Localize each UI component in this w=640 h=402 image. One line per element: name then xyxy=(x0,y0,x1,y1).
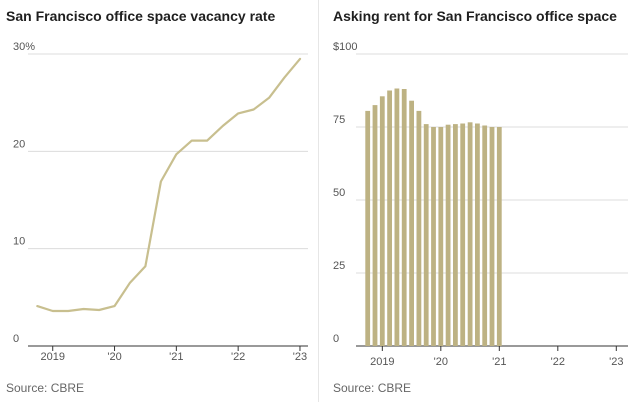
rent-x-tick-label: '21 xyxy=(492,356,506,368)
rent-y-tick-label: 25 xyxy=(333,260,345,272)
vacancy-y-tick-label: 20 xyxy=(13,138,25,150)
vacancy-x-tick-label: '22 xyxy=(231,351,245,363)
rent-y-tick-label: 0 xyxy=(333,333,339,345)
rent-bar xyxy=(475,123,480,346)
rent-bar xyxy=(489,127,495,346)
vacancy-chart-title: San Francisco office space vacancy rate xyxy=(6,8,275,24)
rent-bar xyxy=(431,127,436,346)
rent-x-tick-label: '20 xyxy=(434,356,448,368)
rent-bar xyxy=(467,122,473,346)
rent-chart-source: Source: CBRE xyxy=(333,381,411,395)
vacancy-y-tick-label: 10 xyxy=(13,236,25,248)
vacancy-chart-source: Source: CBRE xyxy=(6,381,84,395)
rent-bar xyxy=(409,100,414,346)
rent-chart-title: Asking rent for San Francisco office spa… xyxy=(333,8,617,24)
rent-bar xyxy=(387,90,392,346)
rent-bar xyxy=(394,88,400,346)
rent-bar xyxy=(379,96,385,346)
rent-bar xyxy=(453,124,458,346)
rent-bar xyxy=(365,110,371,347)
rent-x-tick-label: '22 xyxy=(551,356,565,368)
vacancy-x-tick-label: '23 xyxy=(293,351,307,363)
vacancy-y-tick-label: 30% xyxy=(13,41,35,53)
rent-bar xyxy=(460,123,466,346)
rent-bar xyxy=(482,125,488,346)
rent-bar xyxy=(445,124,451,346)
rent-y-tick-label: 75 xyxy=(333,114,345,126)
rent-bar xyxy=(401,89,407,346)
rent-bar xyxy=(438,127,444,346)
rent-y-tick-label: 50 xyxy=(333,187,345,199)
vacancy-x-tick-label: '21 xyxy=(169,351,183,363)
vacancy-y-tick-label: 0 xyxy=(13,333,19,345)
rent-bar xyxy=(496,127,502,346)
rent-bar xyxy=(416,110,422,347)
vacancy-rate-line xyxy=(36,57,302,313)
rent-y-tick-label: $100 xyxy=(333,41,357,53)
rent-bar xyxy=(372,105,378,346)
rent-x-tick-label: 2019 xyxy=(370,356,394,368)
vacancy-x-tick-label: 2019 xyxy=(40,351,64,363)
rent-bar xyxy=(423,124,429,346)
rent-x-tick-label: '23 xyxy=(609,356,623,368)
vacancy-x-tick-label: '20 xyxy=(107,351,121,363)
panel-divider xyxy=(318,0,319,402)
